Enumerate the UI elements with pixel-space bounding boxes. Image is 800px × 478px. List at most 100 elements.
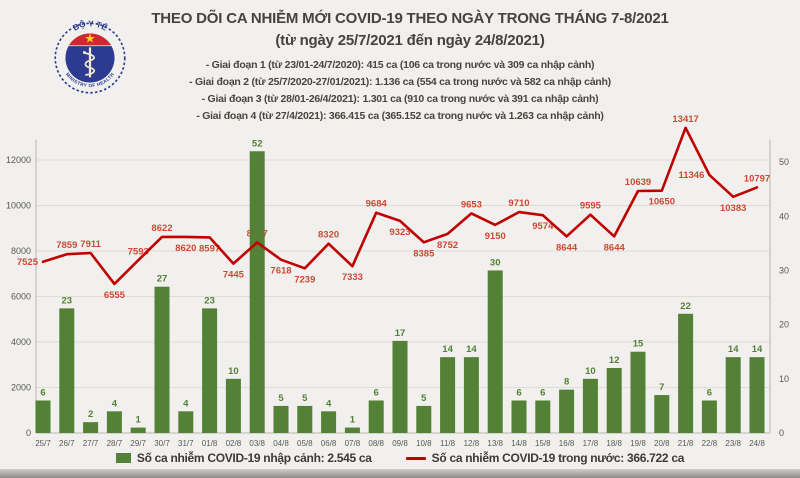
x-tick-label: 01/8 [202, 439, 218, 448]
bar-value-label: 30 [490, 257, 501, 268]
chart-legend: Số ca nhiễm COVID-19 nhập cảnh: 2.545 ca… [0, 448, 800, 468]
bar [83, 422, 99, 433]
bar-value-label: 14 [466, 344, 477, 355]
bar-value-label: 6 [40, 387, 45, 398]
bar-series-swatch-icon [115, 453, 131, 463]
bar [297, 405, 313, 433]
bar [392, 340, 408, 433]
bar-value-label: 52 [252, 138, 263, 149]
bar-value-label: 6 [707, 387, 712, 398]
x-tick-label: 16/8 [559, 439, 575, 448]
line-value-label: 7333 [342, 272, 363, 283]
line-value-label: 9684 [366, 199, 388, 210]
bar-value-label: 14 [752, 344, 763, 355]
bar-value-label: 6 [516, 387, 521, 398]
bar-value-label: 22 [680, 301, 691, 312]
x-tick-label: 21/8 [678, 439, 694, 448]
line-value-label: 8385 [413, 248, 435, 259]
line-value-label: 8752 [437, 240, 458, 251]
bar-value-label: 14 [442, 344, 453, 355]
line-value-label: 13417 [672, 114, 698, 125]
line-value-label: 7618 [270, 266, 291, 277]
bar-value-label: 27 [157, 274, 168, 285]
bar-value-label: 6 [374, 387, 379, 398]
bar-value-label: 4 [326, 398, 332, 409]
x-tick-label: 18/8 [606, 439, 622, 448]
bar [154, 286, 170, 433]
x-tick-label: 31/7 [178, 439, 194, 448]
left-axis-tick-label: 8000 [11, 246, 31, 256]
line-value-label: 10797 [744, 173, 770, 184]
bar-value-label: 1 [136, 415, 142, 426]
phase-1-line: - Giai đoạn 1 (từ 23/01-24/7/2020): 415 … [205, 59, 595, 71]
phase-summary: - Giai đoạn 1 (từ 23/01-24/7/2020): 415 … [0, 57, 800, 125]
line-value-label: 7525 [17, 257, 39, 268]
x-tick-label: 12/8 [464, 439, 480, 448]
bar-value-label: 10 [585, 366, 596, 377]
bar-value-label: 5 [302, 393, 308, 404]
x-tick-label: 09/8 [392, 439, 408, 448]
bar [463, 357, 479, 433]
right-axis-tick-label: 10 [779, 374, 789, 384]
x-tick-label: 05/8 [297, 439, 313, 448]
left-axis-tick-label: 0 [26, 428, 31, 438]
bar-value-label: 23 [62, 295, 73, 306]
phase-2-line: - Giai đoạn 2 (từ 25/7/2020-27/01/2021):… [189, 76, 611, 88]
bar [440, 357, 456, 433]
line-value-label: 8644 [604, 242, 626, 253]
line-value-label: 9150 [485, 231, 506, 242]
x-tick-label: 24/8 [749, 439, 765, 448]
x-tick-label: 02/8 [226, 439, 242, 448]
x-tick-label: 30/7 [154, 439, 170, 448]
line-value-label: 7445 [223, 270, 245, 281]
logo-caduceus-icon [82, 47, 95, 78]
x-tick-label: 23/8 [725, 439, 741, 448]
line-value-label: 10650 [649, 197, 675, 208]
bar [606, 367, 622, 433]
x-tick-label: 19/8 [630, 439, 646, 448]
x-tick-label: 22/8 [702, 439, 718, 448]
line-value-label: 9653 [461, 199, 482, 210]
line-value-label: 9710 [508, 198, 529, 209]
legend-item-imported: Số ca nhiễm COVID-19 nhập cảnh: 2.545 ca [115, 451, 372, 465]
left-axis-tick-label: 10000 [6, 201, 31, 211]
bar [630, 351, 646, 433]
bar-value-label: 4 [112, 398, 118, 409]
x-tick-label: 08/8 [368, 439, 384, 448]
bar [225, 378, 241, 433]
legend-label-imported: Số ca nhiễm COVID-19 nhập cảnh: 2.545 ca [136, 451, 372, 465]
bar [273, 405, 289, 433]
bar-value-label: 2 [88, 409, 93, 420]
line-value-label: 8320 [318, 230, 339, 241]
bar [321, 411, 337, 433]
bar [130, 427, 146, 433]
bar [582, 378, 598, 433]
x-tick-label: 11/8 [440, 439, 456, 448]
logo-star-icon [85, 33, 95, 43]
bar [106, 411, 122, 433]
logo-top-text: BỘ Y TẾ [71, 18, 109, 33]
x-tick-label: 04/8 [273, 439, 289, 448]
right-axis-tick-label: 50 [779, 157, 789, 167]
line-value-label: 8622 [151, 223, 172, 234]
bar [35, 400, 51, 433]
x-tick-label: 15/8 [535, 439, 551, 448]
bar-value-label: 7 [659, 382, 664, 393]
bar [178, 411, 194, 433]
line-value-label: 8620 [175, 243, 196, 254]
right-axis-tick-label: 0 [779, 428, 784, 438]
line-value-label: 7239 [294, 274, 315, 285]
bar [344, 427, 360, 433]
bar-value-label: 23 [204, 295, 215, 306]
covid-daily-combo-chart: 0200040006000800010000120000102030405075… [6, 114, 789, 448]
window-edge-strip [0, 469, 800, 478]
x-tick-label: 25/7 [35, 439, 51, 448]
bar-value-label: 17 [395, 328, 406, 339]
bar-value-label: 12 [609, 355, 620, 366]
phase-4-line: - Giai đoạn 4 (từ 27/4/2021): 366.415 ca… [196, 110, 604, 122]
bar [559, 389, 575, 433]
bar-value-label: 5 [421, 393, 427, 404]
line-value-label: 10383 [720, 203, 746, 214]
bar [654, 395, 670, 433]
